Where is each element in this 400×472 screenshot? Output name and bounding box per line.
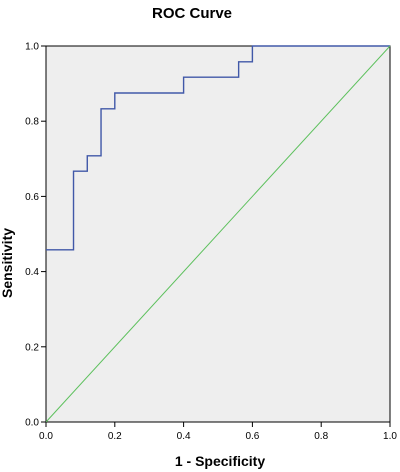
chart-title: ROC Curve [152, 5, 232, 22]
x-tick-label: 0.0 [39, 431, 53, 442]
y-tick-label: 0.6 [25, 192, 39, 203]
y-tick-label: 0.0 [25, 418, 39, 429]
axis-layer: 0.0 0.2 0.4 0.6 0.8 1.0 0.0 0.2 0.4 0.6 0.8 1.0 [25, 42, 397, 443]
roc-curve-line [46, 45, 390, 251]
x-axis-label: 1 - Specificity [175, 453, 265, 469]
y-axis-label: Sensitivity [0, 228, 15, 298]
y-tick-label: 0.8 [25, 117, 39, 128]
y-tick-label: 0.4 [25, 267, 39, 278]
y-tick-label: 1.0 [25, 42, 39, 53]
x-tick-label: 0.6 [245, 431, 259, 442]
x-tick-label: 0.4 [177, 431, 191, 442]
reference-diagonal-line [45, 45, 391, 423]
series-layer [45, 45, 391, 423]
y-tick-label: 0.2 [25, 342, 39, 353]
x-tick-label: 0.8 [314, 431, 328, 442]
x-tick-label: 1.0 [383, 431, 397, 442]
x-tick-label: 0.2 [108, 431, 122, 442]
